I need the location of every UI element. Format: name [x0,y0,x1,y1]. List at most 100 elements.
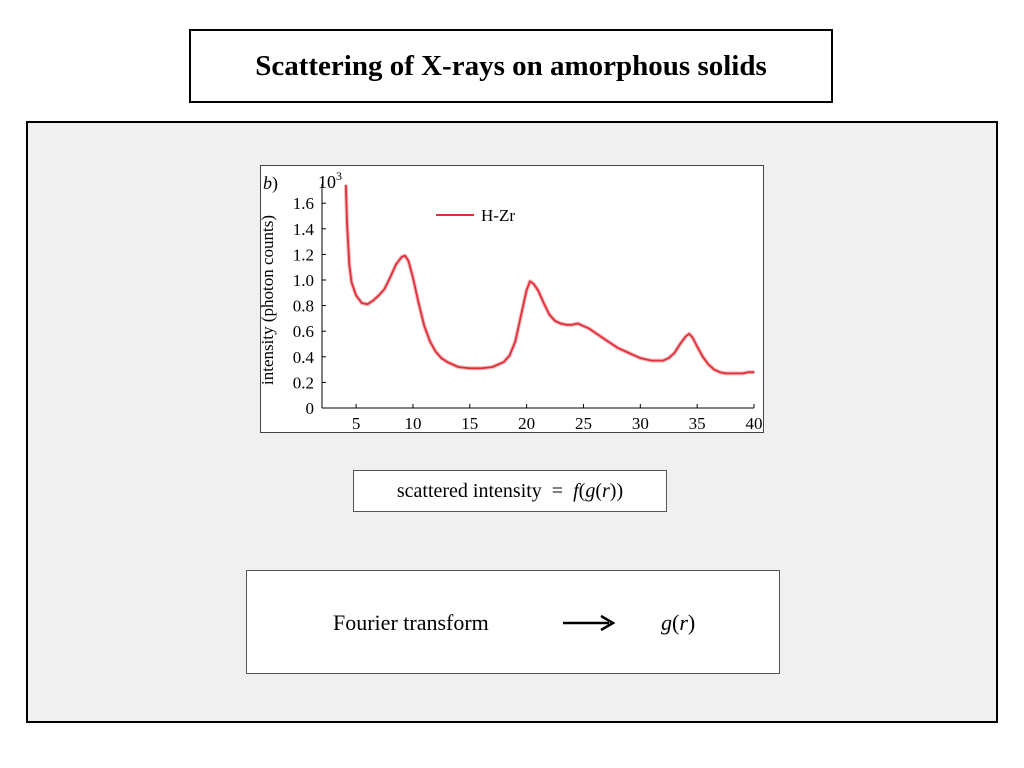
x-tick-label: 15 [461,414,478,432]
data-point [707,363,710,366]
x-tick-label: 25 [575,414,592,432]
y-tick-label: 0.6 [293,322,314,341]
data-point [685,335,687,338]
result-open: ( [672,610,680,635]
data-point [532,283,535,285]
data-point [451,363,454,366]
data-point [588,327,590,330]
data-point [389,276,391,279]
y-tick-label: 0.2 [293,373,314,392]
data-point [667,357,670,359]
data-point [559,322,562,325]
data-point [730,372,733,375]
data-point [395,263,397,266]
y-tick-label: 0 [306,399,315,418]
data-point [346,221,348,224]
data-point [372,299,374,302]
data-point [446,361,448,363]
fourier-transform-label: Fourier transform [333,610,489,635]
data-point [514,340,517,343]
equation-f: f [573,479,579,502]
fourier-transform-box: Fourier transform g(r) [246,570,780,674]
data-point [480,367,482,370]
data-point [361,302,363,304]
legend-label-h-zr: H-Zr [481,206,515,225]
data-point [355,294,357,297]
data-point [650,359,653,362]
equation-open2: ( [595,479,602,502]
equation-open1: ( [578,479,586,502]
data-point [616,347,619,349]
x-tick-label: 20 [518,414,535,432]
data-point [571,324,573,326]
series-noise-band [343,185,754,376]
data-point [753,371,755,373]
x-tick-label: 10 [404,414,421,432]
data-point [565,324,568,326]
series-line-h-zr [345,185,754,375]
scattering-equation-box: scattered intensity = f(g(r)) [353,470,667,512]
data-point [457,366,460,368]
result-g: g [661,610,672,635]
data-point [747,371,750,373]
equation-close: )) [609,479,624,502]
data-point [719,371,721,373]
data-point [688,333,690,335]
data-point [407,260,410,262]
data-point [605,339,607,341]
data-point [417,302,420,304]
y-axis-label: intensity (photon counts) [261,215,277,385]
equation-g: g [585,479,596,502]
data-point [508,354,511,357]
data-point [350,281,353,284]
data-point [383,288,386,290]
chart-svg: b) 103 intensity (photon counts) 5 10 15 20… [261,169,763,432]
x-tick-label: 35 [689,414,706,432]
data-point [577,322,579,325]
data-point [366,303,369,306]
x-tick-label: 5 [352,414,361,432]
data-point [429,340,431,343]
data-point [345,184,347,187]
data-point [594,331,596,334]
slide-title-box: Scattering of X-rays on amorphous solids [189,29,833,103]
data-point [440,357,443,359]
data-point [404,254,406,257]
result-close: ) [687,610,696,635]
y-tick-label: 1.0 [293,271,314,290]
y-tick-label: 1.4 [293,220,315,239]
data-point [529,280,531,283]
chart-legend: H-Zr [436,206,515,225]
data-point [491,366,494,368]
equation-lhs: scattered intensity = [396,479,574,502]
y-tick-label: 1.2 [293,245,314,264]
y-tick-label: 0.4 [293,348,315,367]
pair-distribution-result: g(r) [661,610,695,636]
data-point [724,372,727,375]
data-point [348,263,351,266]
data-point [520,315,522,317]
data-point [639,357,642,359]
data-point [582,325,585,327]
y-tick-label: 1.6 [293,194,314,213]
data-point [628,352,630,354]
data-point [696,345,698,348]
data-point [554,320,556,322]
data-point [400,256,403,258]
data-point [537,289,539,291]
data-point [673,352,676,354]
panel-label: b) [263,173,278,194]
data-point [434,350,437,353]
xrd-chart: b) 103 intensity (photon counts) 5 10 15 20… [260,165,764,433]
x-tick-label: 30 [632,414,649,432]
y-tick-label: 0.8 [293,297,314,316]
right-arrow-icon [563,614,616,632]
data-point [702,356,704,358]
data-point [412,276,414,279]
slide-title: Scattering of X-rays on amorphous solids [255,49,767,82]
data-point [662,359,664,362]
data-point [713,368,715,371]
data-point [525,289,528,291]
data-point [469,367,471,370]
data-point [691,336,694,339]
